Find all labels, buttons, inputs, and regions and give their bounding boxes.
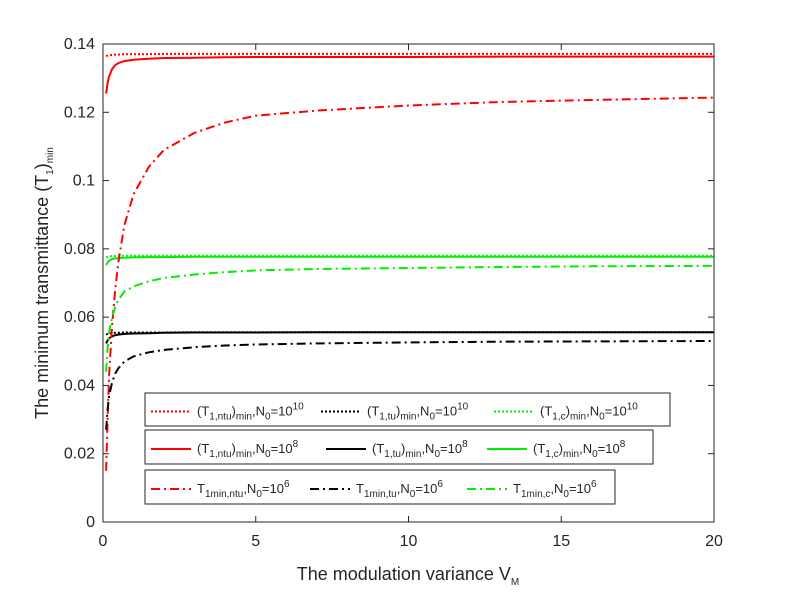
legend-entry-label: (T1,ntu)min,N0=108 bbox=[197, 439, 299, 460]
series-layer bbox=[105, 52, 715, 471]
series-line-T1c_N1e8 bbox=[105, 255, 714, 266]
legend-entry-label: (T1,c)min,N0=1010 bbox=[540, 402, 638, 423]
x-tick-label: 15 bbox=[552, 533, 570, 550]
y-tick-label: 0.06 bbox=[64, 309, 95, 326]
x-tick-label: 5 bbox=[251, 533, 260, 550]
legend-entry-label: T1min,c,N0=106 bbox=[513, 479, 597, 500]
axis-layer: 0 5 10 15 20 0 0.02 0.04 0.06 0.08 0.1 0.12 0.14 bbox=[64, 36, 723, 550]
series-line-T1min_ntu_N1e6 bbox=[105, 96, 715, 471]
axis-titles: The modulation variance VM The minimum t… bbox=[32, 147, 519, 588]
y-tick-label: 0.04 bbox=[64, 377, 95, 394]
y-tick-label: 0.1 bbox=[73, 173, 95, 190]
legend-entry-label: T1min,tu,N0=106 bbox=[356, 479, 443, 500]
x-tick-label: 10 bbox=[400, 533, 418, 550]
y-axis-title: The minimum transmittance (T1)min bbox=[32, 147, 56, 419]
legend: (T1,ntu)min,N0=1010 (T1,tu)min,N0=1010 (T1… bbox=[144, 392, 671, 505]
y-tick-label: 0.14 bbox=[64, 36, 95, 53]
y-tick-label: 0 bbox=[86, 514, 95, 531]
legend-box-row-1 bbox=[144, 392, 671, 427]
x-tick-label: 0 bbox=[99, 533, 108, 550]
series-line-T1c_N1e10 bbox=[105, 254, 714, 259]
legend-entry-label: (T1,tu)min,N0=1010 bbox=[367, 402, 469, 423]
y-tick-label: 0.02 bbox=[64, 446, 95, 463]
legend-entry-label: T1min,ntu,N0=106 bbox=[197, 479, 290, 500]
y-tick-label: 0.08 bbox=[64, 241, 95, 258]
legend-entry-label: (T1,ntu)min,N0=1010 bbox=[197, 402, 304, 423]
legend-entry-label: (T1,tu)min,N0=108 bbox=[372, 439, 468, 460]
x-tick-label: 20 bbox=[705, 533, 723, 550]
series-line-T1ntu_N1e10 bbox=[105, 52, 714, 57]
legend-box-row-2 bbox=[144, 429, 654, 465]
series-line-T1min_c_N1e6 bbox=[105, 264, 715, 372]
legend-entry-label: (T1,c)min,N0=108 bbox=[533, 439, 626, 460]
x-axis-title: The modulation variance VM bbox=[297, 564, 519, 588]
series-line-T1min_tu_N1e6 bbox=[105, 340, 715, 430]
y-tick-label: 0.12 bbox=[64, 104, 95, 121]
series-line-T1ntu_N1e8 bbox=[105, 55, 714, 94]
legend-box-row-3 bbox=[144, 469, 616, 505]
